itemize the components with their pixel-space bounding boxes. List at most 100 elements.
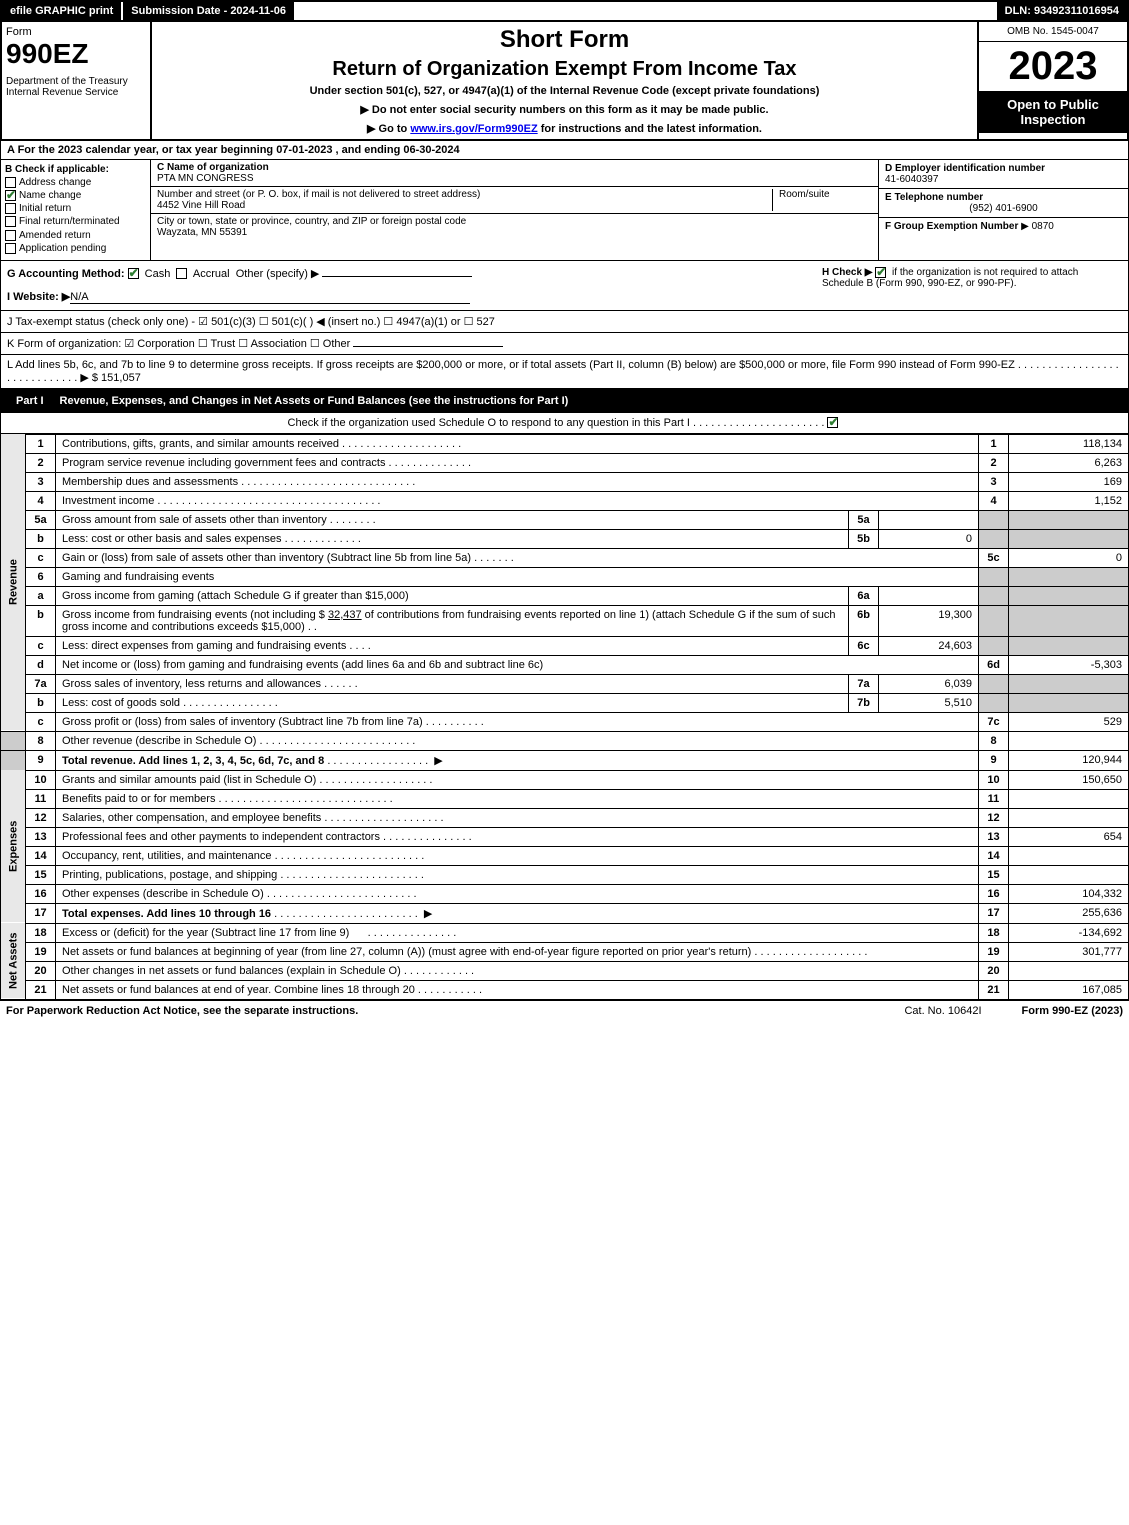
table-row: 4Investment income . . . . . . . . . . .… — [1, 491, 1129, 510]
checkbox-application-pending[interactable]: Application pending — [5, 243, 146, 254]
table-row: 19Net assets or fund balances at beginni… — [1, 942, 1129, 961]
table-row: Net Assets 18Excess or (deficit) for the… — [1, 923, 1129, 942]
checkbox-icon — [5, 177, 16, 188]
section-b: B Check if applicable: Address change Na… — [1, 160, 151, 260]
line-j-text: J Tax-exempt status (check only one) - ☑… — [7, 316, 495, 328]
line-a-text: A For the 2023 calendar year, or tax yea… — [7, 144, 460, 156]
table-row: dNet income or (loss) from gaming and fu… — [1, 655, 1129, 674]
table-row: 16Other expenses (describe in Schedule O… — [1, 884, 1129, 903]
city-label: City or town, state or province, country… — [157, 216, 872, 227]
revenue-side-label: Revenue — [1, 434, 26, 731]
omb-number: OMB No. 1545-0047 — [979, 22, 1127, 42]
instruction-2: ▶ Go to www.irs.gov/Form990EZ for instru… — [156, 122, 973, 135]
checkbox-icon — [5, 203, 16, 214]
section-bcd: B Check if applicable: Address change Na… — [0, 160, 1129, 261]
ein-value: 41-6040397 — [885, 174, 1122, 185]
checkbox-icon — [5, 190, 16, 201]
table-row: bLess: cost of goods sold . . . . . . . … — [1, 693, 1129, 712]
efile-print-label[interactable]: efile GRAPHIC print — [2, 2, 121, 20]
part-i-label: Part I — [8, 393, 52, 409]
checkbox-cash[interactable] — [128, 268, 139, 279]
dln-label: DLN: 93492311016954 — [997, 2, 1127, 20]
phone-value: (952) 401-6900 — [885, 203, 1122, 214]
part-i-header: Part I Revenue, Expenses, and Changes in… — [0, 389, 1129, 413]
other-org-input[interactable] — [353, 346, 503, 347]
line-g-h: G Accounting Method: Cash Accrual Other … — [0, 261, 1129, 311]
table-row: cGain or (loss) from sale of assets othe… — [1, 548, 1129, 567]
line-i-label: I Website: ▶ — [7, 291, 70, 303]
street-label: Number and street (or P. O. box, if mail… — [157, 189, 772, 200]
checkbox-icon — [5, 216, 16, 227]
checkbox-icon — [5, 230, 16, 241]
table-row: Expenses 10Grants and similar amounts pa… — [1, 770, 1129, 789]
table-row: 13Professional fees and other payments t… — [1, 827, 1129, 846]
line-l-text: L Add lines 5b, 6c, and 7b to line 9 to … — [7, 359, 1015, 371]
instr2-post: for instructions and the latest informat… — [538, 123, 762, 135]
line-g: G Accounting Method: Cash Accrual Other … — [7, 267, 822, 304]
checkbox-icon — [5, 243, 16, 254]
city: Wayzata, MN 55391 — [157, 227, 872, 238]
line-l: L Add lines 5b, 6c, and 7b to line 9 to … — [0, 355, 1129, 389]
tax-year: 2023 — [979, 42, 1127, 91]
subtitle: Under section 501(c), 527, or 4947(a)(1)… — [156, 85, 973, 97]
org-name: PTA MN CONGRESS — [157, 173, 872, 184]
header-center: Short Form Return of Organization Exempt… — [152, 22, 977, 139]
table-row: 20Other changes in net assets or fund ba… — [1, 961, 1129, 980]
table-row: cLess: direct expenses from gaming and f… — [1, 636, 1129, 655]
checkbox-schedule-o[interactable] — [827, 417, 838, 428]
table-row: 15Printing, publications, postage, and s… — [1, 865, 1129, 884]
part-i-table: Revenue 1Contributions, gifts, grants, a… — [0, 434, 1129, 1000]
org-name-label: C Name of organization — [157, 162, 872, 173]
dept-label: Department of the Treasury Internal Reve… — [6, 76, 146, 98]
checkbox-schedule-b[interactable] — [875, 267, 886, 278]
group-value: ▶ 0870 — [1021, 221, 1054, 232]
checkbox-name-change[interactable]: Name change — [5, 190, 146, 201]
instr2-pre: ▶ Go to — [367, 123, 410, 135]
line-k-text: K Form of organization: ☑ Corporation ☐ … — [7, 338, 350, 350]
table-row: 9Total revenue. Add lines 1, 2, 3, 4, 5c… — [1, 750, 1129, 770]
phone-label: E Telephone number — [885, 192, 1122, 203]
table-row: 12Salaries, other compensation, and empl… — [1, 808, 1129, 827]
table-row: 5aGross amount from sale of assets other… — [1, 510, 1129, 529]
footer-cat: Cat. No. 10642I — [904, 1005, 981, 1017]
inspection-label: Open to Public Inspection — [979, 91, 1127, 133]
irs-link[interactable]: www.irs.gov/Form990EZ — [410, 123, 537, 135]
footer-right: Form 990-EZ (2023) — [1022, 1005, 1123, 1017]
line-g-label: G Accounting Method: — [7, 268, 125, 280]
checkbox-accrual[interactable] — [176, 268, 187, 279]
table-row: 14Occupancy, rent, utilities, and mainte… — [1, 846, 1129, 865]
section-b-header: B Check if applicable: — [5, 164, 146, 175]
checkbox-address-change[interactable]: Address change — [5, 177, 146, 188]
table-row: 21Net assets or fund balances at end of … — [1, 980, 1129, 999]
line-h-label: H Check ▶ — [822, 267, 872, 278]
checkbox-amended-return[interactable]: Amended return — [5, 230, 146, 241]
line-k: K Form of organization: ☑ Corporation ☐ … — [0, 333, 1129, 355]
table-row: Revenue 1Contributions, gifts, grants, a… — [1, 434, 1129, 453]
checkbox-initial-return[interactable]: Initial return — [5, 203, 146, 214]
table-row: 7aGross sales of inventory, less returns… — [1, 674, 1129, 693]
part-i-check-text: Check if the organization used Schedule … — [288, 417, 690, 429]
netassets-side-label: Net Assets — [1, 923, 26, 999]
table-row: 11Benefits paid to or for members . . . … — [1, 789, 1129, 808]
instruction-1: ▶ Do not enter social security numbers o… — [156, 103, 973, 116]
header-left: Form 990EZ Department of the Treasury In… — [2, 22, 152, 139]
street: 4452 Vine Hill Road — [157, 200, 772, 211]
group-label: F Group Exemption Number — [885, 221, 1018, 232]
table-row: aGross income from gaming (attach Schedu… — [1, 586, 1129, 605]
table-row: bLess: cost or other basis and sales exp… — [1, 529, 1129, 548]
other-specify-input[interactable] — [322, 276, 472, 277]
return-title: Return of Organization Exempt From Incom… — [156, 58, 973, 81]
room-suite-label: Room/suite — [772, 189, 872, 211]
submission-date: Submission Date - 2024-11-06 — [121, 2, 294, 20]
checkbox-final-return[interactable]: Final return/terminated — [5, 216, 146, 227]
line-j: J Tax-exempt status (check only one) - ☑… — [0, 311, 1129, 333]
table-row: cGross profit or (loss) from sales of in… — [1, 712, 1129, 731]
part-i-check-row: Check if the organization used Schedule … — [0, 413, 1129, 434]
table-row: 17Total expenses. Add lines 10 through 1… — [1, 903, 1129, 923]
header-right: OMB No. 1545-0047 2023 Open to Public In… — [977, 22, 1127, 139]
table-row: 8Other revenue (describe in Schedule O) … — [1, 731, 1129, 750]
line-a: A For the 2023 calendar year, or tax yea… — [0, 141, 1129, 160]
table-row: 6Gaming and fundraising events — [1, 567, 1129, 586]
expenses-side-label: Expenses — [1, 770, 26, 923]
table-row: 3Membership dues and assessments . . . .… — [1, 472, 1129, 491]
